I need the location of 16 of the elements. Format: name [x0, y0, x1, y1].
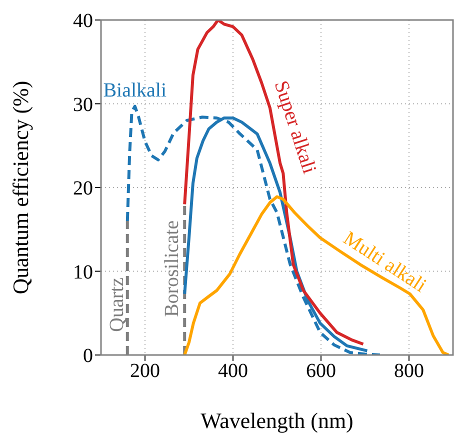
y-tick-label: 40	[73, 10, 93, 32]
y-tick-label: 10	[73, 261, 93, 284]
text: Borosilicate	[160, 220, 183, 318]
x-tick-label: 200	[130, 360, 160, 382]
x-tick-label: 800	[394, 360, 424, 382]
line-series	[183, 195, 450, 355]
y-axis-title: Quantum efficiency (%)	[8, 80, 33, 294]
y-tick-label: 30	[73, 94, 93, 116]
x-tick-label: 400	[218, 360, 248, 382]
text: Super alkali	[270, 78, 320, 177]
text: Quartz	[106, 277, 128, 332]
x-axis-title: Wavelength (nm)	[200, 408, 354, 433]
series-label: Bialkali	[103, 79, 167, 102]
x-tick-label: 600	[306, 360, 336, 382]
y-tick-label: 0	[83, 345, 93, 368]
y-tick-label: 20	[73, 178, 93, 200]
